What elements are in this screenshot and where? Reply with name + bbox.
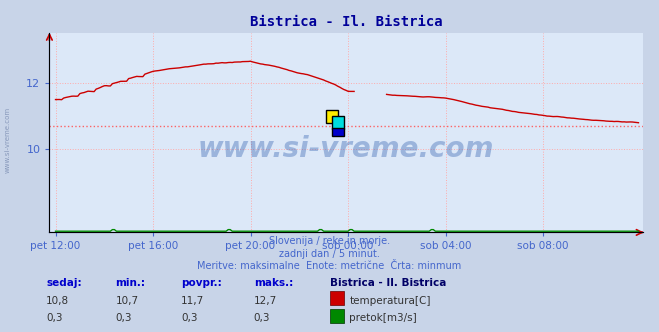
Text: sedaj:: sedaj: [46,278,82,288]
Text: 10,7: 10,7 [115,296,138,306]
Text: Meritve: maksimalne  Enote: metrične  Črta: minmum: Meritve: maksimalne Enote: metrične Črta… [198,261,461,271]
Text: povpr.:: povpr.: [181,278,222,288]
Text: maks.:: maks.: [254,278,293,288]
Text: 12,7: 12,7 [254,296,277,306]
Text: pretok[m3/s]: pretok[m3/s] [349,313,417,323]
Text: zadnji dan / 5 minut.: zadnji dan / 5 minut. [279,249,380,259]
Text: 11,7: 11,7 [181,296,204,306]
Text: min.:: min.: [115,278,146,288]
Text: www.si-vreme.com: www.si-vreme.com [5,106,11,173]
Text: 0,3: 0,3 [181,313,198,323]
Text: 10,8: 10,8 [46,296,69,306]
Text: 0,3: 0,3 [115,313,132,323]
Text: 0,3: 0,3 [254,313,270,323]
Title: Bistrica - Il. Bistrica: Bistrica - Il. Bistrica [250,15,442,29]
Text: Slovenija / reke in morje.: Slovenija / reke in morje. [269,236,390,246]
Text: Bistrica - Il. Bistrica: Bistrica - Il. Bistrica [330,278,446,288]
Text: www.si-vreme.com: www.si-vreme.com [198,135,494,163]
Text: 0,3: 0,3 [46,313,63,323]
Text: temperatura[C]: temperatura[C] [349,296,431,306]
